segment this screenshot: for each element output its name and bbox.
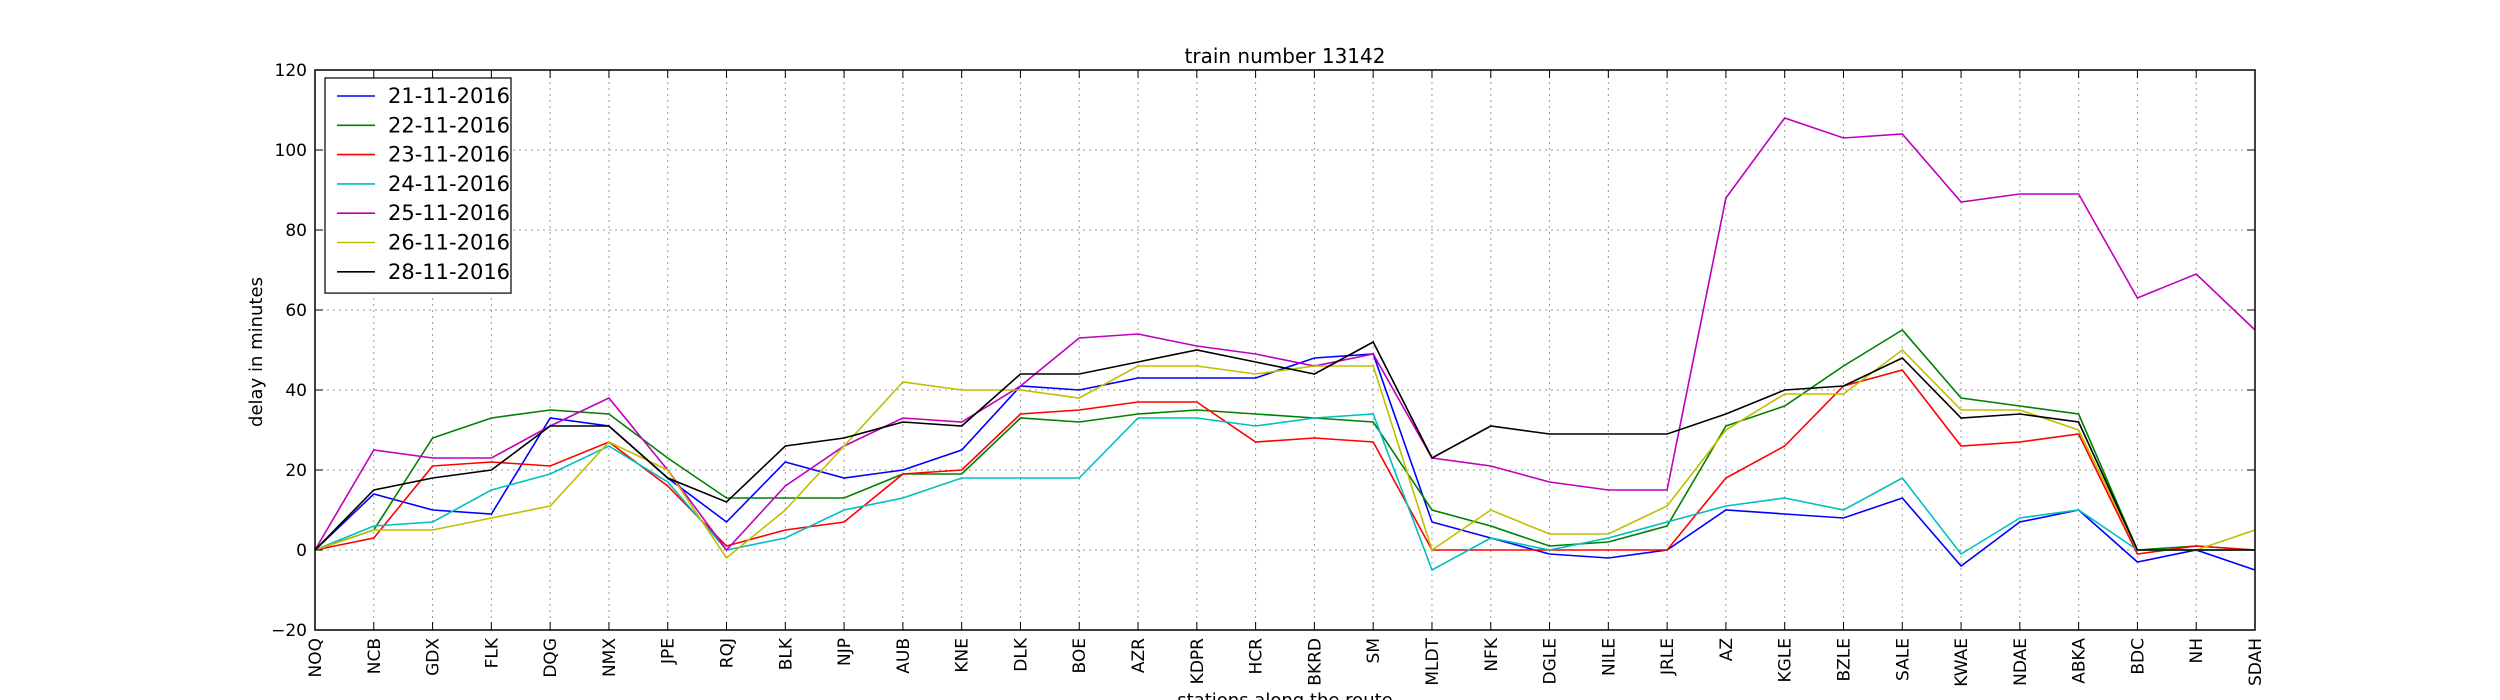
x-tick-label: AZ: [1717, 638, 1737, 661]
series-line-5: [315, 118, 2255, 550]
x-tick-label: BZLE: [1834, 638, 1854, 682]
y-tick-label: 120: [275, 61, 307, 81]
x-tick-label: SALE: [1893, 638, 1913, 681]
x-tick-label: KDPR: [1188, 638, 1208, 684]
x-tick-label: HCR: [1247, 638, 1267, 675]
y-tick-label: 80: [285, 221, 307, 241]
legend-label: 26-11-2016: [388, 231, 510, 255]
legend: 21-11-2016 22-11-2016 23-11-2016 24-11-2016…: [325, 78, 511, 293]
x-tick-label: SM: [1364, 638, 1384, 663]
x-tick-label: DGLE: [1541, 638, 1561, 684]
x-tick-label: NCB: [365, 638, 385, 674]
y-tick-label: 0: [296, 541, 307, 561]
x-tick-label: NH: [2187, 638, 2207, 664]
x-tick-label: RQJ: [718, 638, 738, 668]
x-tick-label: KGLE: [1776, 638, 1796, 683]
x-tick-label: BKRD: [1305, 638, 1325, 686]
x-tick-label: NMX: [600, 638, 620, 677]
x-tick-label: BLK: [776, 637, 796, 670]
legend-label: 23-11-2016: [388, 143, 510, 167]
legend-label: 28-11-2016: [388, 260, 510, 284]
series-line-6: [315, 350, 2255, 558]
x-tick-label: SDAH: [2246, 638, 2266, 686]
x-tick-label: AUB: [894, 638, 914, 674]
x-tick-label: KWAE: [1952, 638, 1972, 687]
x-tick-label: NILE: [1599, 638, 1619, 676]
x-tick-label: BOE: [1070, 638, 1090, 674]
x-tick-label: NOQ: [306, 638, 326, 677]
x-tick-label: FLK: [482, 637, 502, 668]
x-tick-label: GDX: [424, 638, 444, 676]
y-tick-label: 20: [285, 461, 307, 481]
chart-title: train number 13142: [1185, 44, 1386, 68]
legend-label: 24-11-2016: [388, 172, 510, 196]
x-tick-label: ABKA: [2070, 638, 2090, 684]
y-axis-label: delay in minutes: [246, 277, 267, 427]
x-tick-label: DLK: [1011, 637, 1031, 672]
legend-label: 25-11-2016: [388, 201, 510, 225]
x-axis-ticks: NOQ NCB GDX FLK DQG NMX JPE RQJ BLK NJP AUB KNE DLK B…: [306, 70, 2266, 687]
x-tick-label: NDAE: [2011, 638, 2031, 686]
series-line-1: [315, 354, 2255, 570]
series-line-4: [315, 414, 2255, 570]
y-tick-label: 100: [275, 141, 307, 161]
legend-label: 21-11-2016: [388, 84, 510, 108]
x-axis-label: stations along the route: [1177, 690, 1392, 700]
x-tick-label: MLDT: [1423, 637, 1443, 685]
y-tick-label: −20: [271, 621, 307, 641]
y-axis-ticks: −20 0 20 40 60 80 100 120: [271, 61, 2255, 641]
x-tick-label: BDC: [2128, 638, 2148, 675]
y-tick-label: 60: [285, 301, 307, 321]
x-tick-label: JPE: [659, 638, 679, 665]
x-tick-label: JRLE: [1658, 638, 1678, 676]
x-tick-label: NFK: [1482, 637, 1502, 671]
x-tick-label: NJP: [835, 638, 855, 666]
legend-label: 22-11-2016: [388, 113, 510, 137]
plot-frame: [315, 70, 2255, 630]
x-tick-label: DQG: [541, 638, 561, 678]
y-tick-label: 40: [285, 381, 307, 401]
x-tick-label: KNE: [953, 638, 973, 673]
gridlines: [315, 70, 2255, 630]
series-lines: [315, 118, 2255, 570]
x-tick-label: AZR: [1129, 638, 1149, 673]
